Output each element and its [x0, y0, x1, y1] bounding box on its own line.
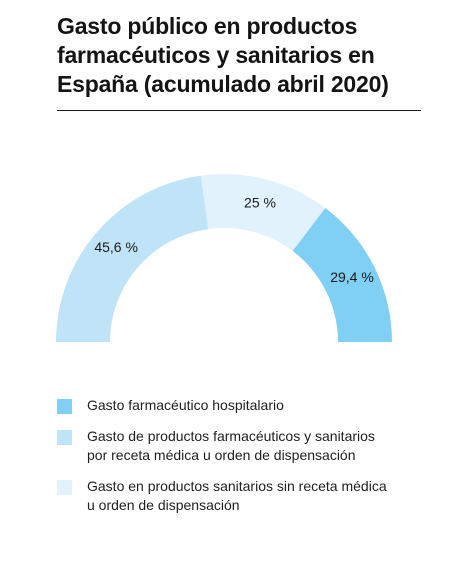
chart-title: Gasto público en productos farmacéuticos…	[57, 13, 389, 97]
slice-1	[56, 175, 209, 342]
arc-layer	[56, 174, 392, 342]
slice-label-3: 29,4 %	[330, 269, 374, 285]
title-divider	[57, 110, 421, 111]
legend-item: Gasto de productos farmacéuticos y sanit…	[57, 427, 387, 465]
legend-item: Gasto farmacéutico hospitalario	[57, 396, 387, 415]
legend-label: Gasto farmacéutico hospitalario	[87, 397, 284, 413]
legend-swatch	[57, 399, 72, 414]
legend-label: Gasto en productos sanitarios sin receta…	[87, 478, 387, 513]
legend-swatch	[57, 480, 72, 495]
slice-2	[200, 174, 326, 252]
slice-label-2: 25 %	[244, 194, 276, 210]
legend: Gasto farmacéutico hospitalario Gasto de …	[57, 396, 387, 527]
label-layer: 45,6 % 25 % 29,4 %	[94, 194, 373, 285]
legend-label: Gasto de productos farmacéuticos y sanit…	[87, 428, 375, 463]
slice-3	[292, 207, 392, 342]
legend-item: Gasto en productos sanitarios sin receta…	[57, 477, 387, 515]
slice-label-1: 45,6 %	[94, 239, 138, 255]
legend-swatch	[57, 430, 72, 445]
